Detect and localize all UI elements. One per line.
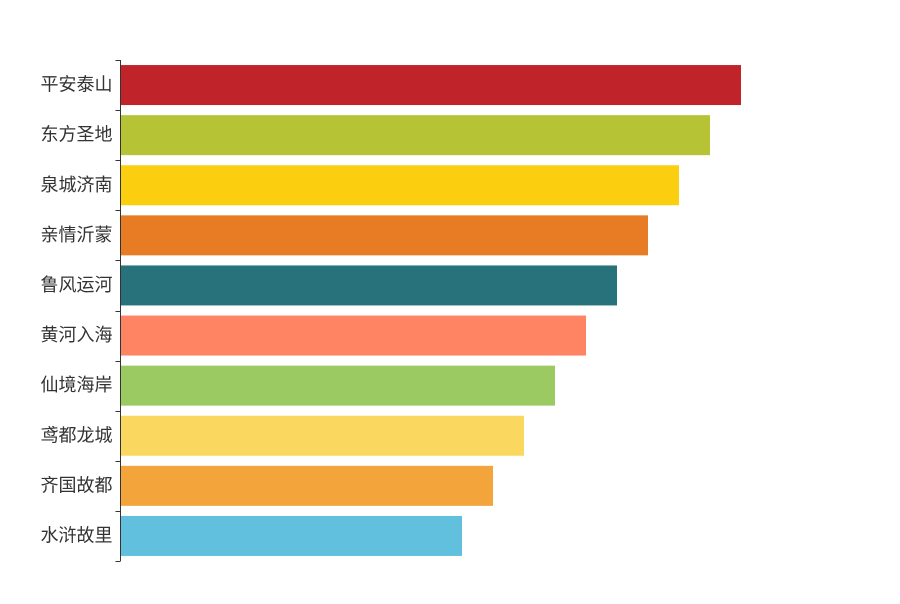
bar[interactable] (121, 315, 586, 356)
y-tick-label: 齐国故都 (41, 475, 113, 496)
bar[interactable] (121, 165, 679, 206)
y-tick-label: 仙境海岸 (41, 375, 113, 396)
bars-group (121, 65, 741, 556)
y-tick-label: 黄河入海 (41, 325, 113, 346)
y-axis (115, 60, 121, 562)
bar[interactable] (121, 515, 462, 556)
bar[interactable] (121, 415, 524, 456)
y-tick-label: 亲情沂蒙 (41, 225, 113, 246)
y-tick-label: 鸢都龙城 (41, 425, 113, 446)
bar[interactable] (121, 465, 493, 506)
y-tick-label: 东方圣地 (41, 125, 113, 146)
y-tick-label: 泉城济南 (41, 175, 113, 196)
y-tick-label: 水浒故里 (41, 525, 113, 546)
bar[interactable] (121, 265, 617, 306)
y-tick-label: 鲁风运河 (41, 275, 113, 296)
y-tick-label: 平安泰山 (41, 75, 113, 96)
bar[interactable] (121, 65, 741, 106)
bar[interactable] (121, 115, 710, 156)
bar[interactable] (121, 365, 555, 406)
bar[interactable] (121, 215, 648, 256)
